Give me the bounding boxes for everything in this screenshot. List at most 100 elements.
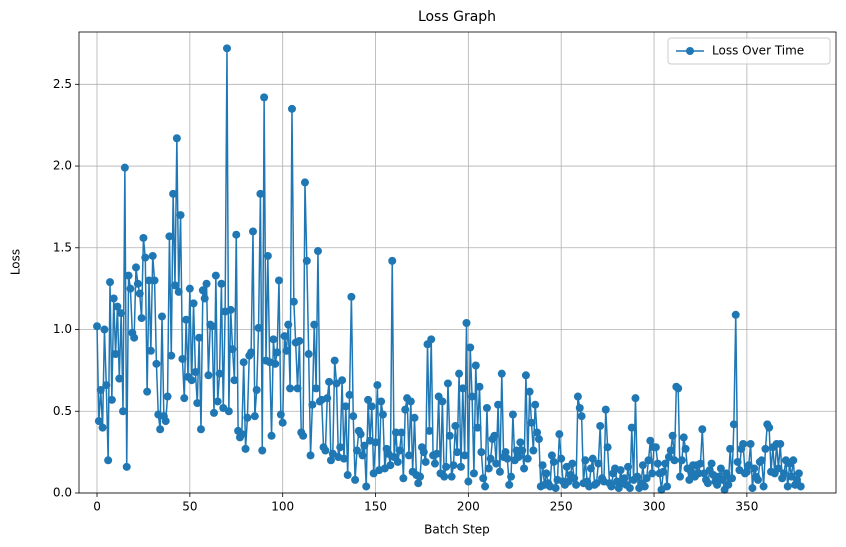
point <box>703 479 712 488</box>
point <box>572 480 581 489</box>
point <box>464 477 473 486</box>
point <box>668 431 677 440</box>
point <box>557 454 566 463</box>
point <box>601 405 610 414</box>
legend: Loss Over Time <box>667 37 831 65</box>
point <box>421 457 430 466</box>
point <box>102 381 111 390</box>
point <box>724 480 733 489</box>
point <box>484 464 493 473</box>
point <box>252 386 261 395</box>
point <box>642 474 651 483</box>
point <box>282 346 291 355</box>
point <box>256 189 265 198</box>
point <box>310 320 319 329</box>
point <box>644 456 653 465</box>
point <box>674 384 683 393</box>
y-tick-label: 2.0 <box>53 159 72 173</box>
point <box>172 134 181 143</box>
point <box>505 480 514 489</box>
point <box>113 302 122 311</box>
point <box>432 449 441 458</box>
point <box>215 369 224 378</box>
point <box>243 413 252 422</box>
point <box>222 44 231 53</box>
point <box>482 403 491 412</box>
point <box>473 423 482 432</box>
x-tick-label: 0 <box>93 500 101 514</box>
point <box>592 479 601 488</box>
point <box>648 469 657 478</box>
point <box>165 232 174 241</box>
point <box>152 359 161 368</box>
point <box>367 402 376 411</box>
point <box>115 374 124 383</box>
point <box>466 343 475 352</box>
point <box>230 376 239 385</box>
point <box>130 333 139 342</box>
point <box>401 405 410 414</box>
point <box>180 394 189 403</box>
legend-label: Loss Over Time <box>712 44 804 58</box>
point <box>174 287 183 296</box>
point <box>146 346 155 355</box>
point <box>776 439 785 448</box>
y-tick-label: 0.5 <box>53 404 72 418</box>
point <box>663 482 672 491</box>
point <box>122 462 131 471</box>
point <box>393 457 402 466</box>
point <box>442 462 451 471</box>
point <box>293 384 302 393</box>
point <box>490 431 499 440</box>
point <box>479 474 488 483</box>
point <box>449 461 458 470</box>
legend-marker <box>686 47 694 55</box>
point <box>475 382 484 391</box>
point <box>516 438 525 447</box>
point <box>193 399 202 408</box>
point <box>471 361 480 370</box>
point <box>447 472 456 481</box>
point <box>356 430 365 439</box>
point <box>728 474 737 483</box>
point <box>774 464 783 473</box>
point <box>651 443 660 452</box>
point <box>93 322 102 331</box>
point <box>529 446 538 455</box>
point <box>659 467 668 476</box>
point <box>126 284 135 293</box>
point <box>106 278 115 287</box>
point <box>761 444 770 453</box>
point <box>555 430 564 439</box>
point <box>733 457 742 466</box>
point <box>358 451 367 460</box>
point <box>386 461 395 470</box>
point <box>260 93 269 102</box>
point <box>676 472 685 481</box>
point <box>793 475 802 484</box>
point <box>239 358 248 367</box>
point <box>729 420 738 429</box>
point <box>451 421 460 430</box>
point <box>248 227 257 236</box>
point <box>362 482 371 491</box>
point <box>284 320 293 329</box>
point <box>789 456 798 465</box>
point <box>427 335 436 344</box>
point <box>163 392 172 401</box>
point <box>646 436 655 445</box>
point <box>94 417 103 426</box>
point <box>338 376 347 385</box>
point <box>508 410 517 419</box>
x-tick-label: 250 <box>550 500 573 514</box>
point <box>481 482 490 491</box>
point <box>624 462 633 471</box>
point <box>191 368 200 377</box>
point <box>453 448 462 457</box>
point <box>713 480 722 489</box>
point <box>492 459 501 468</box>
point <box>430 459 439 468</box>
point <box>581 456 590 465</box>
